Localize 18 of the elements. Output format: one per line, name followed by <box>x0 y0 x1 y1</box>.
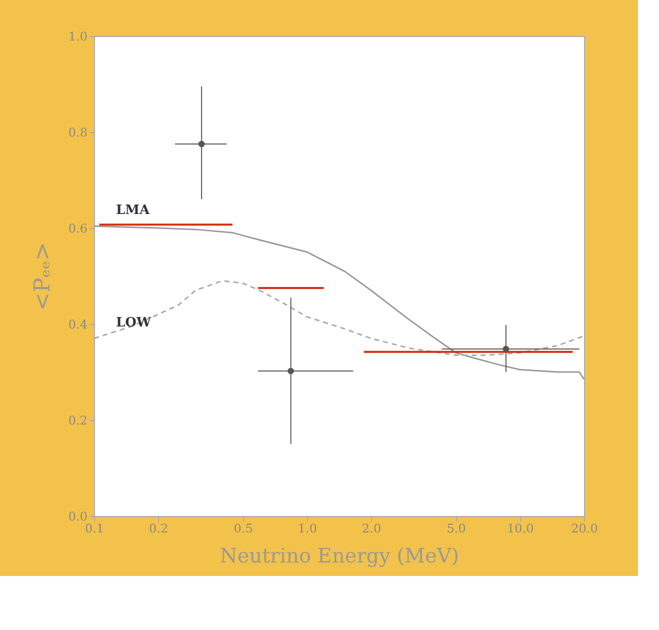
x-tick-label: 20.0 <box>571 522 598 536</box>
y-tick-label: 0.0 <box>68 510 88 524</box>
x-tick-label: 0.5 <box>234 522 253 536</box>
series-label: LMA <box>116 203 151 218</box>
y-tick-label: 0.6 <box>68 222 88 236</box>
x-tick-label: 2.0 <box>362 522 382 536</box>
x-tick-label: 10.0 <box>507 522 534 536</box>
x-tick-label: 0.2 <box>149 522 168 536</box>
legend-label: LOW <box>116 315 152 330</box>
y-tick-label: 1.0 <box>68 30 88 44</box>
y-axis-title: <Pₑₑ> <box>30 242 56 311</box>
y-tick-label: 0.4 <box>68 318 88 332</box>
x-tick-label: 5.0 <box>446 522 466 536</box>
y-tick-label: 0.8 <box>68 126 88 140</box>
x-axis-title: Neutrino Energy (MeV) <box>220 544 460 568</box>
x-tick-label: 0.1 <box>84 522 104 536</box>
y-tick-label: 0.2 <box>68 414 88 428</box>
x-tick-label: 1.0 <box>298 522 317 536</box>
